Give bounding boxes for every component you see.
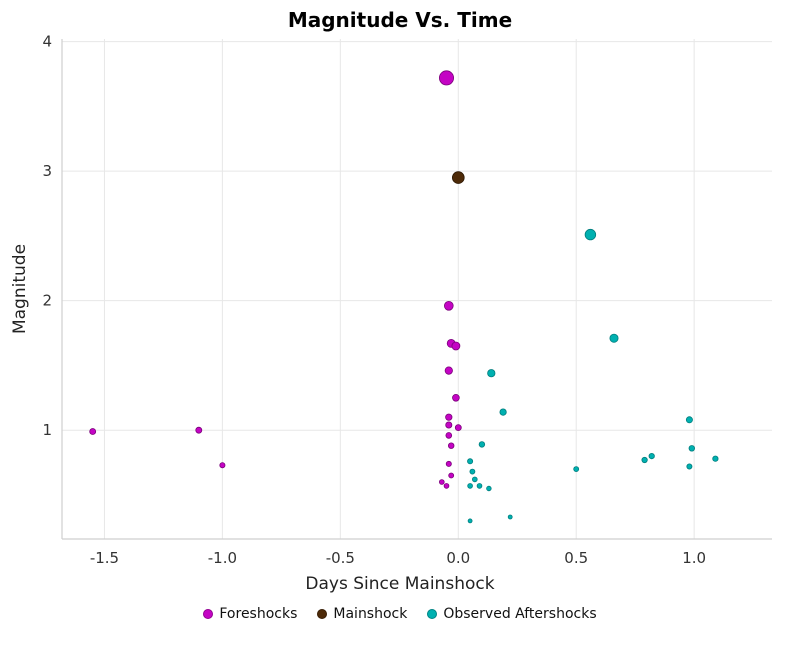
legend-dot-observed-aftershocks	[427, 609, 438, 619]
x-tick-label: -1.5	[90, 549, 119, 567]
data-point-foreshocks	[448, 442, 455, 449]
legend: Foreshocks Mainshock Observed Aftershocks	[0, 606, 800, 622]
data-point-observed-aftershocks	[499, 408, 507, 416]
plot-area: -1.5 -1.0 -0.5 0.0 0.5 1.0 1 2 3 4	[42, 34, 772, 567]
x-tick-label: 0.5	[564, 549, 588, 567]
data-point-observed-aftershocks	[648, 452, 655, 460]
data-point-observed-aftershocks	[486, 485, 492, 492]
y-tick-label: 2	[42, 292, 52, 310]
x-tick-label: 0.0	[446, 549, 470, 567]
data-point-foreshocks	[445, 413, 453, 421]
data-point-foreshocks	[443, 300, 454, 311]
data-point-foreshocks	[445, 460, 452, 467]
x-axis-label: Days Since Mainshock	[305, 574, 495, 594]
data-point-observed-aftershocks	[686, 463, 693, 470]
legend-label-observed-aftershocks: Observed Aftershocks	[443, 606, 597, 622]
data-point-foreshocks	[452, 393, 460, 402]
y-tick-label: 1	[42, 421, 52, 439]
data-point-mainshock	[451, 171, 465, 184]
legend-dot-foreshocks	[203, 609, 214, 619]
x-tick-label: -1.0	[208, 549, 237, 567]
data-point-foreshocks	[451, 341, 461, 351]
data-point-foreshocks	[195, 426, 203, 434]
data-point-observed-aftershocks	[471, 476, 478, 483]
data-point-observed-aftershocks	[688, 445, 695, 452]
y-axis-label: Magnitude	[10, 243, 30, 335]
data-point-foreshocks	[448, 472, 455, 479]
data-point-foreshocks	[443, 483, 450, 489]
data-point-observed-aftershocks	[467, 458, 474, 465]
data-point-observed-aftershocks	[573, 466, 580, 473]
data-point-observed-aftershocks	[467, 483, 473, 489]
data-point-observed-aftershocks	[478, 441, 486, 448]
data-point-foreshocks	[438, 70, 454, 86]
data-point-foreshocks	[438, 479, 445, 485]
data-point-foreshocks	[445, 421, 453, 429]
data-point-observed-aftershocks	[469, 468, 476, 475]
legend-label-foreshocks: Foreshocks	[219, 606, 298, 622]
legend-item-mainshock[interactable]: Mainshock	[317, 606, 407, 622]
data-point-observed-aftershocks	[476, 483, 483, 489]
data-point-observed-aftershocks	[685, 416, 693, 424]
data-point-observed-aftershocks	[507, 514, 513, 520]
data-point-observed-aftershocks	[467, 518, 473, 524]
x-tick-label: 1.0	[682, 549, 706, 567]
legend-label-mainshock: Mainshock	[333, 606, 408, 622]
data-point-foreshocks	[445, 432, 453, 439]
data-point-foreshocks	[219, 462, 226, 469]
data-point-foreshocks	[454, 424, 462, 432]
x-tick-label: -0.5	[326, 549, 355, 567]
data-point-foreshocks	[444, 366, 453, 375]
legend-item-observed-aftershocks[interactable]: Observed Aftershocks	[427, 606, 597, 622]
data-point-observed-aftershocks	[641, 456, 648, 464]
y-tick-label: 3	[42, 162, 52, 180]
data-point-foreshocks	[89, 428, 97, 435]
data-point-observed-aftershocks	[712, 455, 719, 462]
data-point-observed-aftershocks	[609, 333, 619, 343]
data-point-observed-aftershocks	[584, 228, 597, 241]
legend-item-foreshocks[interactable]: Foreshocks	[203, 606, 297, 622]
chart-title: Magnitude Vs. Time	[287, 8, 513, 32]
data-point-observed-aftershocks	[487, 369, 496, 378]
legend-dot-mainshock	[317, 609, 328, 619]
y-tick-label: 4	[42, 34, 52, 51]
